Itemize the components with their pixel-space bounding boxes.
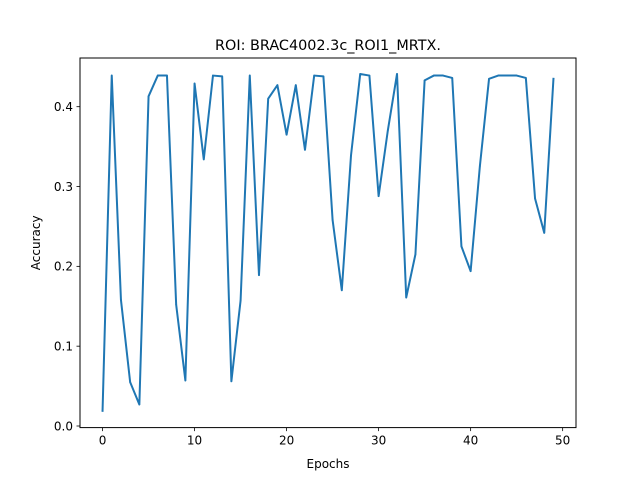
data-point (267, 97, 269, 100)
data-point (543, 232, 546, 234)
x-tick-label: 10 (187, 434, 202, 448)
data-point (221, 75, 223, 78)
data-point (175, 303, 177, 306)
data-point (322, 75, 325, 78)
data-point (212, 74, 214, 77)
data-point (377, 195, 380, 197)
data-point (101, 410, 104, 412)
data-point (166, 74, 168, 77)
series-line (101, 72, 555, 412)
data-point (313, 74, 316, 77)
data-point (396, 73, 398, 75)
y-axis-ticks: 0.0 0.1 0.2 0.3 0.4 (54, 100, 80, 433)
data-point (405, 296, 408, 299)
data-point (110, 74, 113, 77)
data-point (387, 129, 389, 132)
data-point (304, 149, 306, 151)
data-point (276, 84, 279, 86)
y-tick-label: 0.4 (54, 100, 73, 114)
data-point (239, 299, 242, 302)
data-point (202, 158, 205, 161)
data-point (129, 381, 131, 383)
data-point (433, 74, 435, 77)
x-axis-ticks: 0 10 20 30 40 50 (99, 427, 570, 448)
x-axis-label: Epochs (307, 457, 350, 471)
data-point (423, 79, 426, 82)
data-point (147, 95, 150, 98)
data-point (515, 74, 518, 77)
data-point (479, 165, 481, 168)
data-point (359, 73, 362, 75)
data-point (460, 245, 463, 248)
data-point (138, 403, 141, 406)
data-point (497, 74, 500, 77)
y-tick-label: 0.3 (54, 180, 73, 194)
plot-area (101, 72, 555, 412)
x-tick-label: 20 (279, 434, 294, 448)
y-tick-label: 0.1 (54, 339, 73, 353)
axes-frame (79, 57, 577, 429)
data-point (193, 82, 196, 85)
data-point (442, 74, 444, 77)
data-point (258, 274, 260, 276)
data-point (414, 253, 417, 256)
x-tick-label: 30 (371, 434, 386, 448)
data-point (294, 84, 297, 86)
data-point (506, 74, 509, 77)
data-point (451, 77, 454, 79)
chart-title: ROI: BRAC4002.3c_ROI1_MRTX. (215, 38, 441, 54)
data-point (552, 77, 555, 80)
y-tick-label: 0.2 (54, 260, 73, 274)
x-tick-label: 40 (463, 434, 478, 448)
data-points (101, 73, 555, 412)
data-point (120, 299, 122, 301)
y-axis-label: Accuracy (29, 215, 43, 270)
x-tick-label: 0 (99, 434, 107, 448)
data-point (341, 289, 343, 292)
y-tick-label: 0.0 (54, 419, 73, 433)
data-point (331, 219, 334, 221)
data-point (525, 77, 527, 79)
data-point (285, 133, 288, 136)
data-point (230, 380, 233, 383)
data-point (184, 379, 187, 382)
data-point (156, 74, 159, 77)
x-tick-label: 50 (555, 434, 570, 448)
data-point (534, 197, 536, 200)
data-point (469, 270, 472, 272)
data-point (488, 77, 490, 80)
data-point (368, 74, 371, 77)
data-point (248, 74, 251, 77)
data-point (350, 154, 352, 157)
